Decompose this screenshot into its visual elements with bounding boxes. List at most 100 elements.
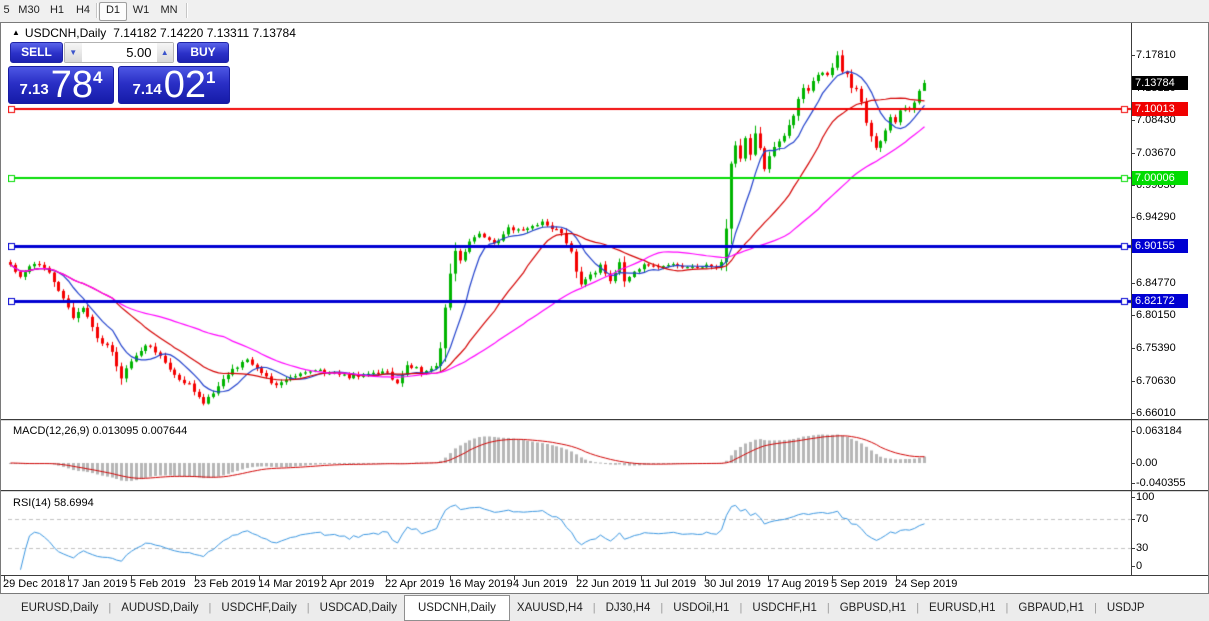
panel-separator[interactable] (1, 419, 1208, 420)
price-axis-label: 6.70630 (1136, 374, 1176, 387)
tab-usdchf-daily[interactable]: USDCHF,Daily (221, 601, 297, 614)
volume-increase-button[interactable]: ▲ (156, 43, 173, 62)
price-axis-tick (1131, 217, 1135, 219)
timeframe-button-h1[interactable]: H1 (49, 4, 65, 16)
timeframe-button-m30[interactable]: M30 (18, 4, 40, 16)
hline-price-badge: 7.00006 (1132, 171, 1188, 186)
date-axis-label: 17 Jan 2019 (67, 578, 128, 590)
rsi-axis-tick (1131, 548, 1135, 549)
buy-price-prefix: 7.14 (132, 81, 162, 98)
date-axis-label: 14 Mar 2019 (258, 578, 320, 590)
date-axis-label: 16 May 2019 (449, 578, 513, 590)
hline-price-badge: 6.90155 (1132, 239, 1188, 254)
tab-separator: | (306, 601, 310, 614)
tab-audusd-daily[interactable]: AUDUSD,Daily (121, 601, 199, 614)
date-axis-label: 22 Jun 2019 (576, 578, 637, 590)
timeframe-button-h4[interactable]: H4 (75, 4, 91, 16)
date-axis-tick (450, 576, 451, 580)
date-axis-label: 29 Dec 2018 (3, 578, 66, 590)
tab-usdjp[interactable]: USDJP (1106, 601, 1145, 614)
date-axis-tick (131, 576, 132, 580)
price-axis-label: 6.94290 (1136, 211, 1176, 224)
panel-separator[interactable] (1, 490, 1208, 491)
price-axis-label: 7.08430 (1136, 113, 1176, 126)
tab-usdcad-daily[interactable]: USDCAD,Daily (319, 601, 397, 614)
price-axis-tick (1131, 55, 1135, 57)
price-axis-label: 7.17810 (1136, 49, 1176, 62)
sell-button[interactable]: SELL (10, 42, 63, 63)
macd-axis-label: -0.040355 (1136, 477, 1186, 490)
date-axis-tick (4, 576, 5, 580)
date-axis-tick (322, 576, 323, 580)
chart-tabs: EURUSD,Daily | AUDUSD,Daily | USDCHF,Daily | U… (0, 594, 1209, 621)
collapse-triangle-icon[interactable]: ▲ (12, 28, 20, 37)
tab-separator: | (916, 601, 920, 614)
timeframe-button-d1[interactable]: D1 (99, 2, 127, 21)
tab-usdchf-h1[interactable]: USDCHF,H1 (752, 601, 817, 614)
price-axis-tick (1131, 412, 1135, 414)
tab-separator: | (1005, 601, 1009, 614)
date-axis-tick (259, 576, 260, 580)
price-chart-canvas[interactable] (8, 23, 1131, 575)
price-axis-tick (1131, 119, 1135, 121)
timeframe-toolbar: 5 M30 H1 H4 D1 W1 MN (0, 0, 1209, 23)
macd-axis-label: 0.00 (1136, 457, 1158, 469)
price-axis-label: 7.03670 (1136, 146, 1176, 159)
chart-tab-bar: EURUSD,Daily | AUDUSD,Daily | USDCHF,Daily | U… (0, 594, 1209, 621)
price-axis-tick (1131, 347, 1135, 349)
chart-ohlc-values: 7.14182 7.14220 7.13311 7.13784 (113, 26, 296, 40)
date-axis-label: 30 Jul 2019 (704, 578, 761, 590)
date-axis-tick (195, 576, 196, 580)
tab-dj30-h4[interactable]: DJ30,H4 (605, 601, 651, 614)
tab-separator: | (592, 601, 596, 614)
price-axis-label: 6.75390 (1136, 341, 1176, 354)
tab-gbpusd-h1[interactable]: GBPUSD,H1 (839, 601, 907, 614)
rsi-name: RSI(14) (13, 497, 51, 509)
toolbar-separator (96, 3, 98, 18)
tab-gbpaud-h1[interactable]: GBPAUD,H1 (1018, 601, 1084, 614)
tab-separator: | (739, 601, 743, 614)
volume-spinner: ▼ ▲ (64, 42, 174, 63)
macd-axis-label: 0.063184 (1136, 425, 1182, 438)
macd-axis-tick (1131, 483, 1135, 485)
one-click-trading-panel: SELL ▼ ▲ BUY 7.13 78 4 7.14 02 1 (8, 40, 230, 104)
tab-separator: | (826, 601, 830, 614)
rsi-axis-tick (1131, 519, 1135, 520)
rsi-indicator-label: RSI(14) 58.6994 (13, 497, 94, 509)
macd-axis-tick (1131, 431, 1135, 433)
toolbar-separator (186, 3, 188, 18)
buy-price-pip: 1 (206, 68, 216, 87)
tab-eurusd-h1[interactable]: EURUSD,H1 (929, 601, 996, 614)
tab-eurusd-daily[interactable]: EURUSD,Daily (21, 601, 99, 614)
volume-decrease-button[interactable]: ▼ (65, 43, 82, 62)
date-axis-tick (514, 576, 515, 580)
rsi-axis-label: 30 (1136, 542, 1149, 554)
timeframe-button-mn[interactable]: MN (160, 4, 178, 16)
tab-separator: | (108, 601, 112, 614)
buy-price-display[interactable]: 7.14 02 1 (118, 66, 230, 104)
rsi-axis-label: 70 (1136, 513, 1149, 525)
date-axis-label: 22 Apr 2019 (385, 578, 445, 590)
date-axis-label: 2 Apr 2019 (321, 578, 375, 590)
tab-xauusd-h4[interactable]: XAUUSD,H4 (516, 601, 583, 614)
panel-separator-highlight (1, 420, 1208, 421)
chart-window-border-top (0, 22, 1209, 23)
macd-name: MACD(12,26,9) (13, 425, 90, 437)
tab-separator: | (208, 601, 212, 614)
tab-separator: | (1093, 601, 1097, 614)
date-axis-tick (896, 576, 897, 580)
price-axis-label: 6.84770 (1136, 277, 1176, 290)
date-axis-tick (68, 576, 69, 580)
tab-usdoil-h1[interactable]: USDOil,H1 (673, 601, 730, 614)
timeframe-button-5[interactable]: 5 (3, 4, 10, 16)
volume-input[interactable] (81, 43, 157, 62)
timeframe-button-w1[interactable]: W1 (132, 4, 150, 16)
chart-symbol-label: USDCNH,Daily (24, 26, 107, 40)
buy-button[interactable]: BUY (177, 42, 229, 63)
date-axis-tick (386, 576, 387, 580)
tab-usdcnh-daily[interactable]: USDCNH,Daily (403, 594, 510, 621)
chart-title: ▲ USDCNH,Daily 7.14182 7.14220 7.13311 7.1… (12, 26, 296, 40)
hline-price-badge: 7.10013 (1132, 102, 1188, 116)
sell-price-display[interactable]: 7.13 78 4 (8, 66, 114, 104)
price-axis-tick (1131, 184, 1135, 186)
